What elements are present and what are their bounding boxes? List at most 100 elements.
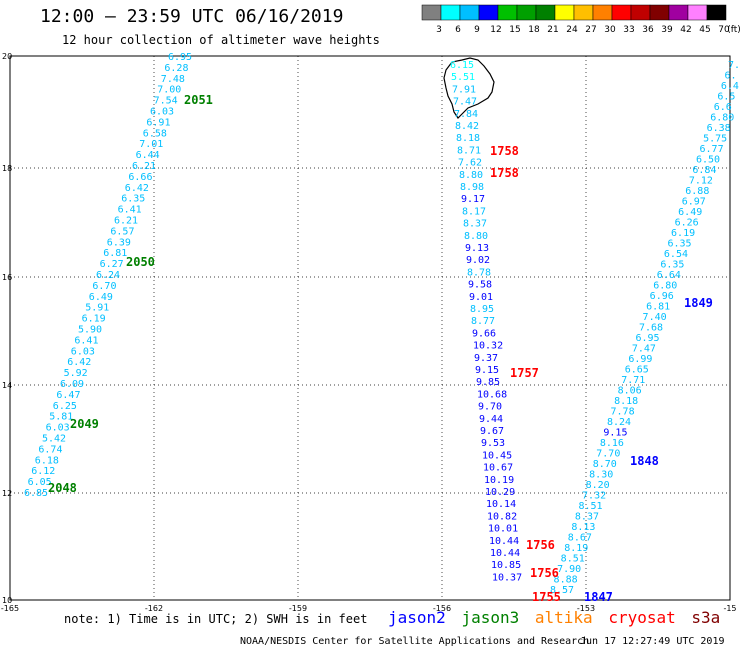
wave-height-label: 6.74	[38, 444, 62, 455]
wave-height-label: 8.88	[554, 575, 578, 586]
wave-height-label: 7.54	[154, 96, 178, 107]
wave-height-label: 6.6	[714, 102, 732, 113]
colorbar-label: 3	[436, 25, 442, 35]
wave-height-label: 6.84	[692, 165, 716, 176]
wave-height-label: 6.41	[118, 205, 142, 216]
wave-height-label: 8.80	[464, 231, 488, 242]
wave-height-label: 10.67	[483, 463, 513, 474]
wave-height-label: 9.85	[476, 377, 500, 388]
time-tags: 2051 2050 2049 2048 1758 1758 1757 1756 1756 1755…	[48, 93, 713, 604]
wave-height-label: 10.32	[473, 341, 503, 352]
wave-height-label: 8.17	[462, 206, 486, 217]
colorbar-label: 70	[718, 25, 730, 35]
colorbar-label: 27	[585, 25, 596, 35]
wave-height-label: 9.01	[469, 292, 493, 303]
wave-height-label: 8.13	[571, 522, 595, 533]
wave-height-label: 6.18	[35, 455, 59, 466]
map-subtitle: 12 hour collection of altimeter wave hei…	[62, 33, 380, 47]
wave-height-label: 6.54	[664, 249, 688, 260]
wave-height-label: 6.19	[671, 228, 695, 239]
wave-height-label: 7.	[728, 60, 740, 71]
time-tag: 1755	[532, 590, 561, 604]
wave-height-label: 8.37	[463, 219, 487, 230]
colorbar-label: 30	[604, 25, 616, 35]
wave-height-label: 6.66	[128, 172, 152, 183]
wave-height-label: 6.21	[114, 216, 138, 227]
colorbar-label: 12	[490, 25, 501, 35]
wave-height-label: 9.13	[465, 243, 489, 254]
time-tag: 1849	[684, 296, 713, 310]
time-tag: 1757	[510, 366, 539, 380]
colorbar-swatch	[440, 4, 461, 21]
wave-height-label: 5.42	[42, 434, 66, 445]
colorbar-label: 39	[661, 25, 673, 35]
time-tag: 1756	[530, 566, 559, 580]
wave-height-label: 6.25	[53, 401, 77, 412]
wave-height-label: 8.71	[457, 145, 481, 156]
colorbar-label: 42	[680, 25, 691, 35]
legend-cryosat: cryosat	[608, 608, 676, 627]
colorbar-label: 9	[474, 25, 480, 35]
wave-height-label: 9.58	[468, 280, 492, 291]
wave-height-label: 7.47	[453, 97, 477, 108]
gridlines	[10, 56, 730, 600]
wave-height-label: 10.68	[477, 389, 507, 400]
wave-height-label: 5.51	[451, 72, 475, 83]
wave-height-label: 7.91	[452, 84, 476, 95]
wave-height-label: 7.12	[689, 176, 713, 187]
wave-height-label: 6.35	[660, 260, 684, 271]
wave-height-label: 5.75	[703, 134, 727, 145]
wave-height-label: 6.70	[92, 281, 116, 292]
wave-height-label: 6.05	[28, 477, 52, 488]
map-title: 12:00 – 23:59 UTC 06/16/2019	[40, 6, 344, 27]
wave-height-label: 10.29	[485, 487, 515, 498]
wave-height-label: 6.09	[60, 379, 84, 390]
lon-label: -15	[723, 604, 736, 613]
wave-height-label: 6.58	[143, 128, 167, 139]
colorbar-label: 15	[509, 25, 520, 35]
wave-height-label: 9.15	[475, 365, 499, 376]
wave-height-label: 9.37	[474, 353, 498, 364]
colorbar-label: 6	[455, 25, 461, 35]
colorbar-label: 18	[528, 25, 540, 35]
wave-height-label: 8.51	[578, 501, 602, 512]
colorbar-swatch	[668, 4, 689, 21]
wave-height-label: 7.32	[582, 491, 606, 502]
wave-height-label: 10.14	[486, 499, 516, 510]
lon-label: -156	[433, 604, 451, 613]
time-tag: 2051	[184, 93, 213, 107]
colorbar-swatch	[497, 4, 518, 21]
colorbar-label: 24	[566, 25, 578, 35]
wave-height-label: 8.57	[550, 585, 574, 596]
wave-height-label: 6.47	[56, 390, 80, 401]
wave-height-label: 9.66	[472, 328, 496, 339]
wave-height-label: 6.64	[657, 270, 681, 281]
time-tag: 1758	[490, 166, 519, 180]
wave-height-label: 7.84	[454, 109, 478, 120]
colorbar-swatch	[535, 4, 556, 21]
timestamp: Jun 17 12:27:49 UTC 2019	[580, 636, 725, 647]
colorbar-swatch	[630, 4, 651, 21]
wave-height-label: 8.95	[470, 304, 494, 315]
colorbar-swatch	[516, 4, 537, 21]
wave-height-label: 7.48	[161, 74, 185, 85]
time-tag: 2049	[70, 417, 99, 431]
wave-height-label: 8.30	[589, 470, 613, 481]
colorbar-swatch	[478, 4, 499, 21]
wave-height-label: 10.44	[489, 536, 519, 547]
wave-height-label: 7.90	[557, 564, 581, 575]
lon-label: -162	[145, 604, 163, 613]
wave-height-label: 9.53	[481, 438, 505, 449]
wave-height-label: 10.19	[484, 475, 514, 486]
colorbar-swatch	[649, 4, 670, 21]
time-tag: 1847	[584, 590, 613, 604]
lon-label: -165	[1, 604, 19, 613]
wave-height-label: 7.68	[639, 323, 663, 334]
wave-height-label: 8.20	[586, 480, 610, 491]
wave-height-label: 6.03	[150, 107, 174, 118]
axis-labels: -165 -162 -159 -156 -153 -15 20 18 16 14 12 10	[1, 52, 737, 613]
wave-height-label: 8.19	[564, 543, 588, 554]
altimeter-tracks: 6.956.287.487.007.546.036.916.587.016.44…	[24, 52, 740, 596]
wave-height-label: 6.96	[650, 291, 674, 302]
